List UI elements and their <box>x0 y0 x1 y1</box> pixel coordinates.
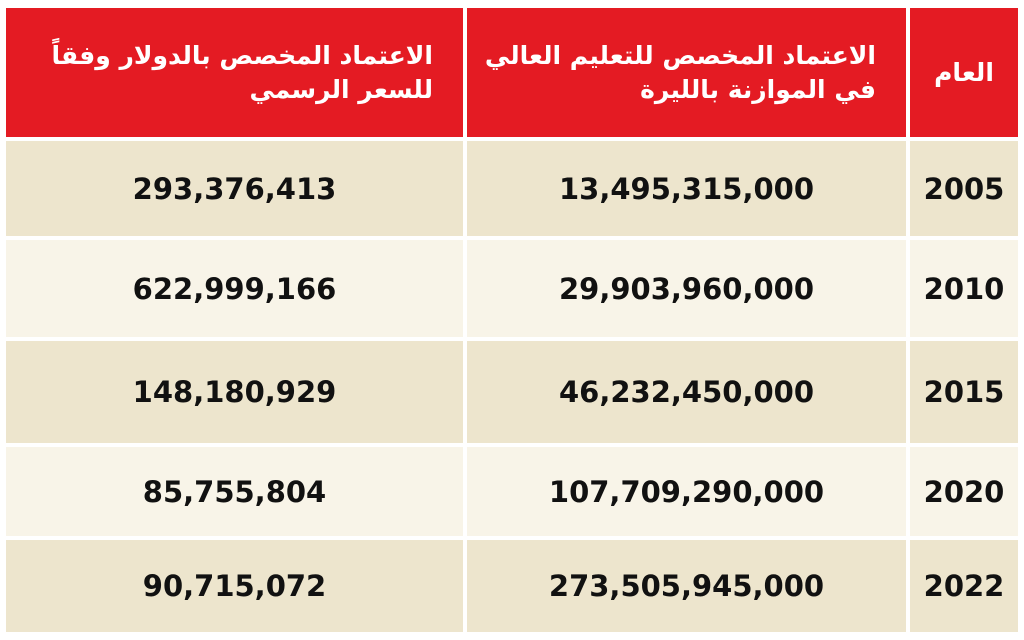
table-cell: 2020 <box>910 447 1018 536</box>
table-cell: 622,999,166 <box>6 240 463 337</box>
table-cell: 107,709,290,000 <box>467 447 906 536</box>
header-cell: العام <box>910 8 1018 137</box>
table-cell: 90,715,072 <box>6 540 463 632</box>
header-text: الاعتماد المخصص للتعليم العالي <box>484 40 876 70</box>
header-text: للسعر الرسمي <box>249 74 433 104</box>
table-cell: 85,755,804 <box>6 447 463 536</box>
table-cell: 2005 <box>910 141 1018 236</box>
table-cell: 2010 <box>910 240 1018 337</box>
table-cell: 29,903,960,000 <box>467 240 906 337</box>
header-text: الاعتماد المخصص بالدولار وفقاً <box>51 40 433 70</box>
header-cell: الاعتماد المخصص بالدولار وفقاً للسعر الرس… <box>6 8 463 137</box>
table-cell: 273,505,945,000 <box>467 540 906 632</box>
table-cell: 2022 <box>910 540 1018 632</box>
table-cell: 46,232,450,000 <box>467 341 906 443</box>
table-cell: 2015 <box>910 341 1018 443</box>
table-cell: 13,495,315,000 <box>467 141 906 236</box>
table-cell: 293,376,413 <box>6 141 463 236</box>
table-cell: 148,180,929 <box>6 341 463 443</box>
header-text: العام <box>934 57 994 87</box>
header-cell: الاعتماد المخصص للتعليم العالي في الموازن… <box>467 8 906 137</box>
header-text: في الموازنة بالليرة <box>640 74 876 104</box>
